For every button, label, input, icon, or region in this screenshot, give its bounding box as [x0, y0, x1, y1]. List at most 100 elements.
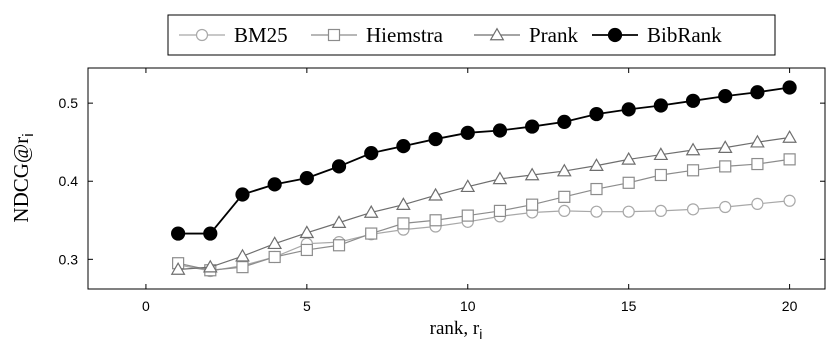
data-point-bm25-15: [622, 205, 635, 218]
data-point-hiemstra-13: [558, 190, 571, 203]
x-tick-label-0: 0: [142, 298, 150, 314]
series-hiemstra: [172, 153, 796, 277]
data-point-prank-15: [621, 151, 637, 165]
data-point-hiemstra-19: [751, 157, 764, 171]
data-point-bibrank-13: [557, 114, 572, 129]
data-point-hiemstra-8: [397, 217, 410, 230]
data-point-hiemstra-14: [590, 182, 603, 196]
data-point-bibrank-4: [267, 177, 282, 192]
data-point-hiemstra-3: [236, 261, 249, 274]
x-axis-label-subscript: i: [479, 326, 482, 342]
data-point-prank-16: [653, 147, 669, 161]
data-point-bibrank-1: [171, 226, 186, 241]
data-point-bibrank-6: [331, 159, 347, 174]
data-point-bm25-19: [751, 197, 764, 210]
data-point-prank-5: [299, 225, 315, 239]
legend-entry-prank: Prank: [474, 23, 578, 47]
data-point-prank-7: [363, 204, 379, 218]
x-tick-label-15: 15: [621, 298, 637, 314]
data-point-bm25-18: [719, 200, 732, 214]
data-point-bibrank-19: [750, 85, 765, 100]
data-point-bibrank-18: [718, 89, 733, 104]
data-point-prank-19: [750, 134, 765, 148]
data-point-bibrank-8: [396, 138, 411, 154]
plot-area-frame: [87, 67, 826, 290]
legend-entry-bibrank: BibRank: [592, 23, 722, 47]
data-point-bibrank-3: [235, 187, 250, 202]
data-point-hiemstra-18: [719, 160, 732, 173]
y-axis-label: NDCG@ri: [9, 133, 37, 222]
data-point-prank-1: [170, 261, 186, 275]
data-point-bm25-20: [783, 194, 796, 207]
data-point-hiemstra-12: [526, 198, 539, 211]
x-axis-label: rank, ri: [430, 318, 483, 342]
data-point-bibrank-5: [299, 171, 314, 186]
data-point-prank-14: [589, 158, 604, 171]
series-prank: [170, 129, 797, 275]
data-point-hiemstra-4: [268, 250, 281, 264]
y-tick-label-0.5: 0.5: [59, 95, 79, 111]
data-point-bm25-16: [654, 204, 667, 218]
legend-marker-prank: [489, 27, 505, 41]
data-point-hiemstra-17: [686, 164, 700, 177]
legend-entry-bm25: BM25: [179, 23, 288, 47]
data-point-prank-12: [524, 167, 540, 181]
data-point-hiemstra-20: [783, 153, 796, 166]
data-point-hiemstra-5: [300, 243, 313, 257]
data-point-prank-6: [331, 215, 347, 228]
x-tick-label-20: 20: [782, 298, 798, 314]
series-bm25: [172, 194, 796, 278]
y-axis-label-main: NDCG@r: [9, 137, 33, 223]
data-point-prank-3: [235, 248, 250, 262]
data-point-bm25-13: [558, 204, 571, 218]
data-point-hiemstra-9: [429, 214, 442, 227]
legend-marker-bibrank: [607, 27, 623, 43]
y-axis-label-subscript: i: [20, 133, 37, 136]
data-point-bibrank-17: [685, 93, 701, 108]
x-axis-label-main: rank, r: [430, 318, 480, 339]
data-point-bibrank-16: [653, 98, 668, 113]
data-point-bm25-14: [590, 205, 603, 218]
data-point-prank-9: [428, 187, 443, 201]
legend-label-bibrank: BibRank: [647, 23, 722, 47]
data-point-bibrank-9: [428, 131, 443, 147]
data-point-prank-13: [556, 163, 572, 177]
data-point-prank-11: [492, 171, 508, 185]
data-point-prank-18: [717, 140, 733, 153]
data-point-bibrank-7: [364, 146, 379, 161]
data-point-bibrank-11: [492, 123, 508, 138]
data-point-bibrank-12: [525, 119, 540, 134]
data-point-bibrank-2: [203, 226, 218, 241]
legend: BM25 Hiemstra Prank BibRank: [167, 14, 776, 56]
legend-marker-bm25: [195, 28, 209, 42]
data-point-hiemstra-6: [332, 239, 346, 252]
data-point-prank-17: [685, 142, 701, 156]
data-point-prank-4: [267, 236, 283, 250]
y-tick-label-0.3: 0.3: [59, 251, 79, 267]
legend-marker-hiemstra: [327, 28, 341, 42]
data-point-prank-2: [202, 259, 218, 273]
data-point-hiemstra-10: [461, 209, 474, 222]
data-point-prank-10: [460, 179, 476, 193]
legend-entry-hiemstra: Hiemstra: [311, 23, 444, 47]
data-point-hiemstra-11: [493, 204, 507, 218]
data-point-bibrank-20: [782, 80, 797, 95]
legend-box: [167, 14, 776, 56]
x-tick-label-5: 5: [303, 298, 311, 314]
x-tick-label-10: 10: [460, 298, 476, 314]
legend-label-bm25: BM25: [234, 23, 288, 47]
data-point-prank-8: [396, 197, 411, 211]
data-point-bibrank-15: [621, 102, 636, 117]
data-point-bm25-17: [686, 203, 700, 216]
axis-ticks: 0 5 10 15 20 0.3 0.4 0.5: [59, 68, 825, 314]
data-point-hiemstra-15: [622, 176, 635, 189]
data-point-bibrank-10: [460, 125, 475, 140]
series-bibrank: [171, 80, 797, 241]
data-point-hiemstra-7: [365, 227, 378, 240]
series-layer: [170, 80, 797, 278]
data-point-prank-20: [782, 129, 797, 143]
y-tick-label-0.4: 0.4: [59, 173, 79, 189]
data-point-hiemstra-16: [654, 168, 667, 182]
series-line-prank: [178, 136, 790, 271]
